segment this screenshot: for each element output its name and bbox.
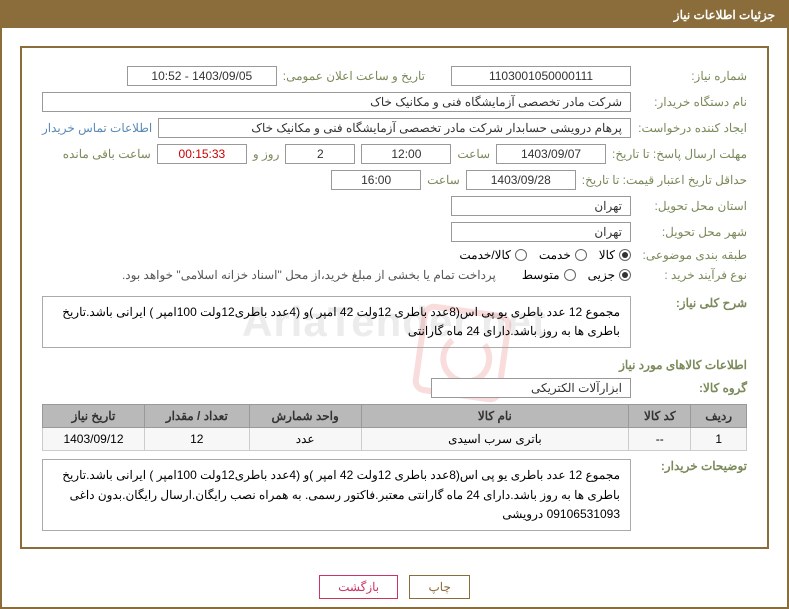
delivery-city-label: شهر محل تحویل: (637, 225, 747, 239)
days-label: روز و (253, 147, 280, 161)
general-desc-box: مجموع 12 عدد باطری یو پی اس(8عدد باطری 1… (42, 296, 631, 348)
need-number-label: شماره نیاز: (637, 69, 747, 83)
purchase-type-label: نوع فرآیند خرید : (637, 268, 747, 282)
response-date-field: 1403/09/07 (496, 144, 606, 164)
announce-datetime-label: تاریخ و ساعت اعلان عمومی: (283, 69, 425, 83)
radio-dot-icon (564, 269, 576, 281)
radio-partial-label: جزیی (588, 268, 615, 282)
th-code: کد کالا (629, 405, 691, 428)
goods-group-label: گروه کالا: (637, 381, 747, 395)
radio-goods-label: کالا (599, 248, 615, 262)
price-validity-date-field: 1403/09/28 (466, 170, 576, 190)
items-info-label: اطلاعات کالاهای مورد نیاز (42, 358, 747, 372)
table-row: 1 -- باتری سرب اسیدی عدد 12 1403/09/12 (43, 428, 747, 451)
cell-qty: 12 (144, 428, 249, 451)
main-panel: جزئیات اطلاعات نیاز AriaTender.net شماره… (0, 0, 789, 609)
th-name: نام کالا (361, 405, 629, 428)
th-row: ردیف (691, 405, 747, 428)
remaining-label: ساعت باقی مانده (63, 147, 151, 161)
radio-dot-icon (619, 269, 631, 281)
response-time-field: 12:00 (361, 144, 451, 164)
category-label: طبقه بندی موضوعی: (637, 248, 747, 262)
th-unit: واحد شمارش (249, 405, 361, 428)
price-validity-label: حداقل تاریخ اعتبار قیمت: تا تاریخ: (582, 173, 747, 187)
buyer-org-field: شرکت مادر تخصصی آزمایشگاه فنی و مکانیک خ… (42, 92, 631, 112)
days-left-field: 2 (285, 144, 355, 164)
countdown-field: 00:15:33 (157, 144, 247, 164)
button-row: چاپ بازگشت (2, 567, 787, 607)
buyer-notes-label: توضیحات خریدار: (637, 459, 747, 473)
radio-goods-service[interactable]: کالا/خدمت (459, 248, 526, 262)
radio-goods-service-label: کالا/خدمت (459, 248, 510, 262)
radio-dot-icon (575, 249, 587, 261)
delivery-city-field: تهران (451, 222, 631, 242)
radio-medium[interactable]: متوسط (522, 268, 576, 282)
radio-dot-icon (515, 249, 527, 261)
print-button[interactable]: چاپ (409, 575, 469, 599)
radio-partial[interactable]: جزیی (588, 268, 631, 282)
radio-dot-icon (619, 249, 631, 261)
radio-medium-label: متوسط (522, 268, 560, 282)
panel-title: جزئیات اطلاعات نیاز (2, 2, 787, 28)
back-button[interactable]: بازگشت (319, 575, 398, 599)
requester-field: پرهام درویشی حسابدار شرکت مادر تخصصی آزم… (158, 118, 631, 138)
time-label-1: ساعت (457, 147, 490, 161)
radio-service[interactable]: خدمت (539, 248, 587, 262)
requester-label: ایجاد کننده درخواست: (637, 121, 747, 135)
cell-name: باتری سرب اسیدی (361, 428, 629, 451)
price-validity-time-field: 16:00 (331, 170, 421, 190)
goods-group-field: ابزارآلات الکتریکی (431, 378, 631, 398)
response-deadline-label: مهلت ارسال پاسخ: تا تاریخ: (612, 147, 747, 161)
items-table: ردیف کد کالا نام کالا واحد شمارش تعداد /… (42, 404, 747, 451)
buyer-org-label: نام دستگاه خریدار: (637, 95, 747, 109)
panel-body: AriaTender.net شماره نیاز: 1103001050000… (20, 46, 769, 549)
cell-row: 1 (691, 428, 747, 451)
buyer-notes-box: مجموع 12 عدد باطری یو پی اس(8عدد باطری 1… (42, 459, 631, 531)
need-number-field: 1103001050000111 (451, 66, 631, 86)
cell-code: -- (629, 428, 691, 451)
th-qty: تعداد / مقدار (144, 405, 249, 428)
delivery-province-label: استان محل تحویل: (637, 199, 747, 213)
th-need-date: تاریخ نیاز (43, 405, 145, 428)
radio-service-label: خدمت (539, 248, 571, 262)
radio-goods[interactable]: کالا (599, 248, 631, 262)
cell-need-date: 1403/09/12 (43, 428, 145, 451)
cell-unit: عدد (249, 428, 361, 451)
time-label-2: ساعت (427, 173, 460, 187)
buyer-contact-link[interactable]: اطلاعات تماس خریدار (42, 121, 152, 135)
delivery-province-field: تهران (451, 196, 631, 216)
announce-datetime-field: 1403/09/05 - 10:52 (127, 66, 277, 86)
general-desc-label: شرح کلی نیاز: (637, 296, 747, 310)
payment-note: پرداخت تمام یا بخشی از مبلغ خرید،از محل … (122, 268, 496, 282)
